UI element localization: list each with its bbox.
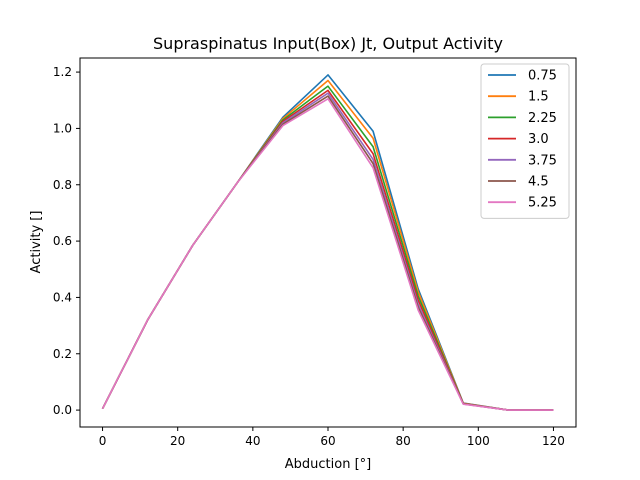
legend-label: 4.5 [528,175,549,190]
chart-title: Supraspinatus Input(Box) Jt, Output Acti… [153,34,503,53]
x-tick-label: 80 [396,434,411,448]
y-tick-label: 0.0 [53,403,72,417]
legend-label: 2.25 [528,111,557,126]
x-tick-label: 40 [245,434,260,448]
y-tick-label: 1.2 [53,65,72,79]
legend-label: 3.75 [528,153,557,168]
series-line-5.25 [101,98,554,411]
y-axis-label: Activity [] [29,211,44,274]
x-tick-label: 0 [99,434,107,448]
x-tick-label: 100 [467,434,490,448]
x-tick-label: 120 [542,434,565,448]
x-axis: 0 20 40 60 80 100 120 [99,427,565,448]
x-tick-label: 60 [320,434,335,448]
legend-label: 5.25 [528,196,557,211]
y-tick-label: 0.2 [53,347,72,361]
legend-box [480,63,570,219]
y-tick-label: 1.0 [53,121,72,135]
y-tick-label: 0.8 [53,178,72,192]
y-axis: 0.0 0.2 0.4 0.6 0.8 1.0 1.2 [53,65,80,417]
y-tick-label: 0.4 [53,290,72,304]
plot-lines [101,74,554,411]
y-tick-label: 0.6 [53,234,72,248]
x-tick-label: 20 [170,434,185,448]
legend-label: 1.5 [528,90,549,105]
legend: 0.75 1.5 2.25 3.0 3.75 4.5 5.25 [480,63,570,219]
legend-label: 3.0 [528,132,549,147]
x-axis-label: Abduction [°] [285,457,371,472]
legend-label: 0.75 [528,69,557,84]
